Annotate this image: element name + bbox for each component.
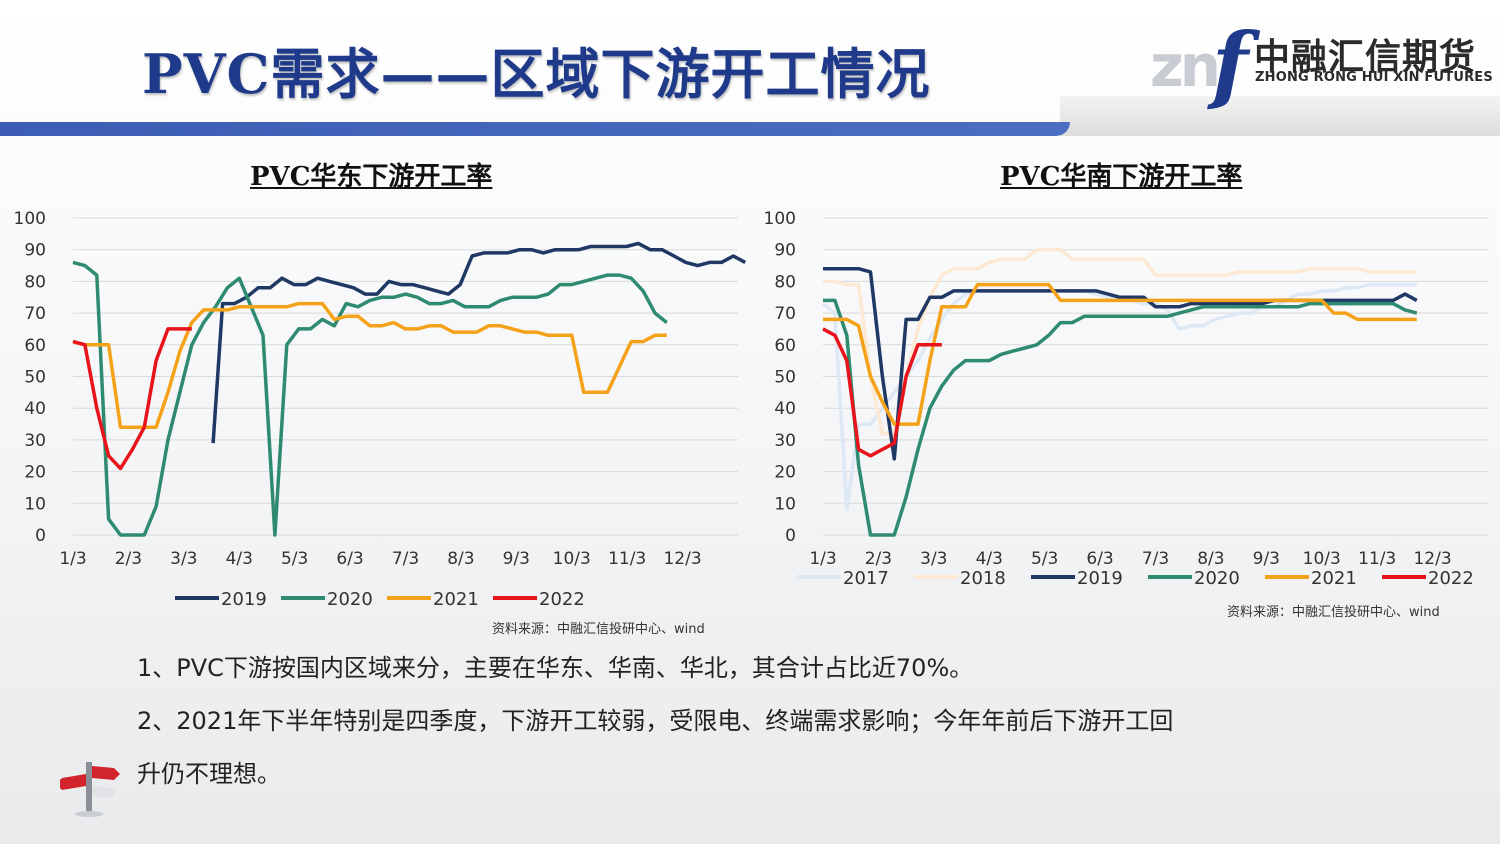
y-tick-label: 80 (774, 272, 796, 292)
x-tick-label: 3/3 (920, 549, 947, 569)
x-tick-label: 3/3 (170, 549, 197, 569)
y-tick-label: 90 (774, 241, 796, 261)
x-tick-label: 10/3 (553, 549, 591, 569)
note-line-2: 2、2021年下半年特别是四季度，下游开工较弱，受限电、终端需求影响；今年年前后… (137, 707, 1174, 735)
y-tick-label: 70 (24, 304, 46, 324)
x-tick-label: 1/3 (809, 549, 836, 569)
x-tick-label: 9/3 (1253, 549, 1280, 569)
chart-east: 0 10 20 30 40 50 60 70 80 90 100 1/3 2/3 3/3 4/3 5/3 6/3… (14, 209, 747, 610)
x-tick-label: 12/3 (663, 549, 701, 569)
y-tick-label: 0 (785, 526, 796, 546)
y-tick-label: 20 (774, 463, 796, 483)
x-tick-label: 2/3 (115, 549, 142, 569)
x-tick-label: 11/3 (1358, 549, 1396, 569)
logo-name-cn: 中融汇信期货 (1254, 37, 1477, 78)
x-tick-label: 10/3 (1303, 549, 1341, 569)
y-tick-label: 50 (24, 368, 46, 388)
series-line-2022 (822, 327, 942, 458)
x-tick-label: 11/3 (608, 549, 646, 569)
y-tick-label: 20 (24, 463, 46, 483)
y-tick-label: 30 (774, 431, 796, 451)
header-grey-band (1060, 96, 1500, 136)
legend-label-2021: 2021 (433, 589, 479, 610)
legend-label-2018: 2018 (960, 568, 1006, 589)
company-logo: zn f 中融汇信期货 ZHONG RONG HUI XIN FUTURES (1150, 14, 1493, 113)
series-line-2022 (72, 327, 192, 471)
x-tick-label: 12/3 (1413, 549, 1451, 569)
y-tick-label: 10 (24, 494, 46, 514)
y-tick-label: 100 (14, 209, 46, 229)
page-title: PVC需求——区域下游开工情况 (142, 42, 931, 106)
y-tick-label: 50 (774, 368, 796, 388)
series-line-2021 (72, 301, 667, 429)
series-line-2019 (211, 241, 747, 444)
chart-south: 0 10 20 30 40 50 60 70 80 90 100 1/3 2/3 3/3 4/3 5/3 6/3… (764, 209, 1488, 589)
y-tick-label: 60 (24, 336, 46, 356)
x-tick-label: 4/3 (976, 549, 1003, 569)
x-tick-label: 6/3 (1086, 549, 1113, 569)
logo-mark-zn: zn (1150, 32, 1221, 100)
x-tick-label: 5/3 (1031, 549, 1058, 569)
x-tick-label: 9/3 (503, 549, 530, 569)
series-line-2018 (823, 247, 1417, 436)
y-tick-label: 80 (24, 272, 46, 292)
legend-label-2019: 2019 (1077, 568, 1123, 589)
x-tick-label: 4/3 (226, 549, 253, 569)
y-tick-label: 10 (774, 494, 796, 514)
legend-label-2021: 2021 (1311, 568, 1357, 589)
legend-label-2019: 2019 (221, 589, 267, 610)
chart-east-source: 资料来源：中融汇信投研中心、wind (492, 622, 705, 637)
chart-south-source: 资料来源：中融汇信投研中心、wind (1227, 605, 1440, 620)
x-tick-label: 7/3 (392, 549, 419, 569)
note-line-1: 1、PVC下游按国内区域来分，主要在华东、华南、华北，其合计占比近70%。 (137, 654, 974, 682)
legend-label-2022: 2022 (1428, 568, 1474, 589)
x-tick-label: 2/3 (865, 549, 892, 569)
y-tick-label: 40 (774, 399, 796, 419)
x-tick-label: 8/3 (447, 549, 474, 569)
series-line-2020 (72, 260, 668, 537)
series-line-2020 (823, 298, 1418, 537)
y-tick-label: 30 (24, 431, 46, 451)
x-tick-label: 7/3 (1142, 549, 1169, 569)
y-tick-label: 90 (24, 241, 46, 261)
legend-label-2022: 2022 (539, 589, 585, 610)
x-tick-label: 1/3 (59, 549, 86, 569)
logo-mark-f: f (1212, 14, 1249, 113)
chart-south-title: PVC华南下游开工率 (1000, 162, 1243, 192)
header-accent-bar (0, 122, 1070, 136)
legend-label-2020: 2020 (327, 589, 373, 610)
y-tick-label: 60 (774, 336, 796, 356)
y-tick-label: 0 (35, 526, 46, 546)
note-line-3: 升仍不理想。 (137, 760, 281, 788)
signpost-icon (60, 762, 120, 817)
x-tick-label: 5/3 (281, 549, 308, 569)
legend-label-2017: 2017 (843, 568, 889, 589)
x-tick-label: 8/3 (1197, 549, 1224, 569)
series-line-2021 (823, 282, 1417, 426)
logo-name-en: ZHONG RONG HUI XIN FUTURES (1255, 70, 1493, 85)
header: PVC需求——区域下游开工情况 zn f 中融汇信期货 ZHONG RONG H… (0, 0, 1500, 140)
x-tick-label: 6/3 (336, 549, 363, 569)
y-tick-label: 70 (774, 304, 796, 324)
y-tick-label: 100 (764, 209, 796, 229)
y-tick-label: 40 (24, 399, 46, 419)
legend-label-2020: 2020 (1194, 568, 1240, 589)
chart-east-title: PVC华东下游开工率 (250, 162, 493, 192)
